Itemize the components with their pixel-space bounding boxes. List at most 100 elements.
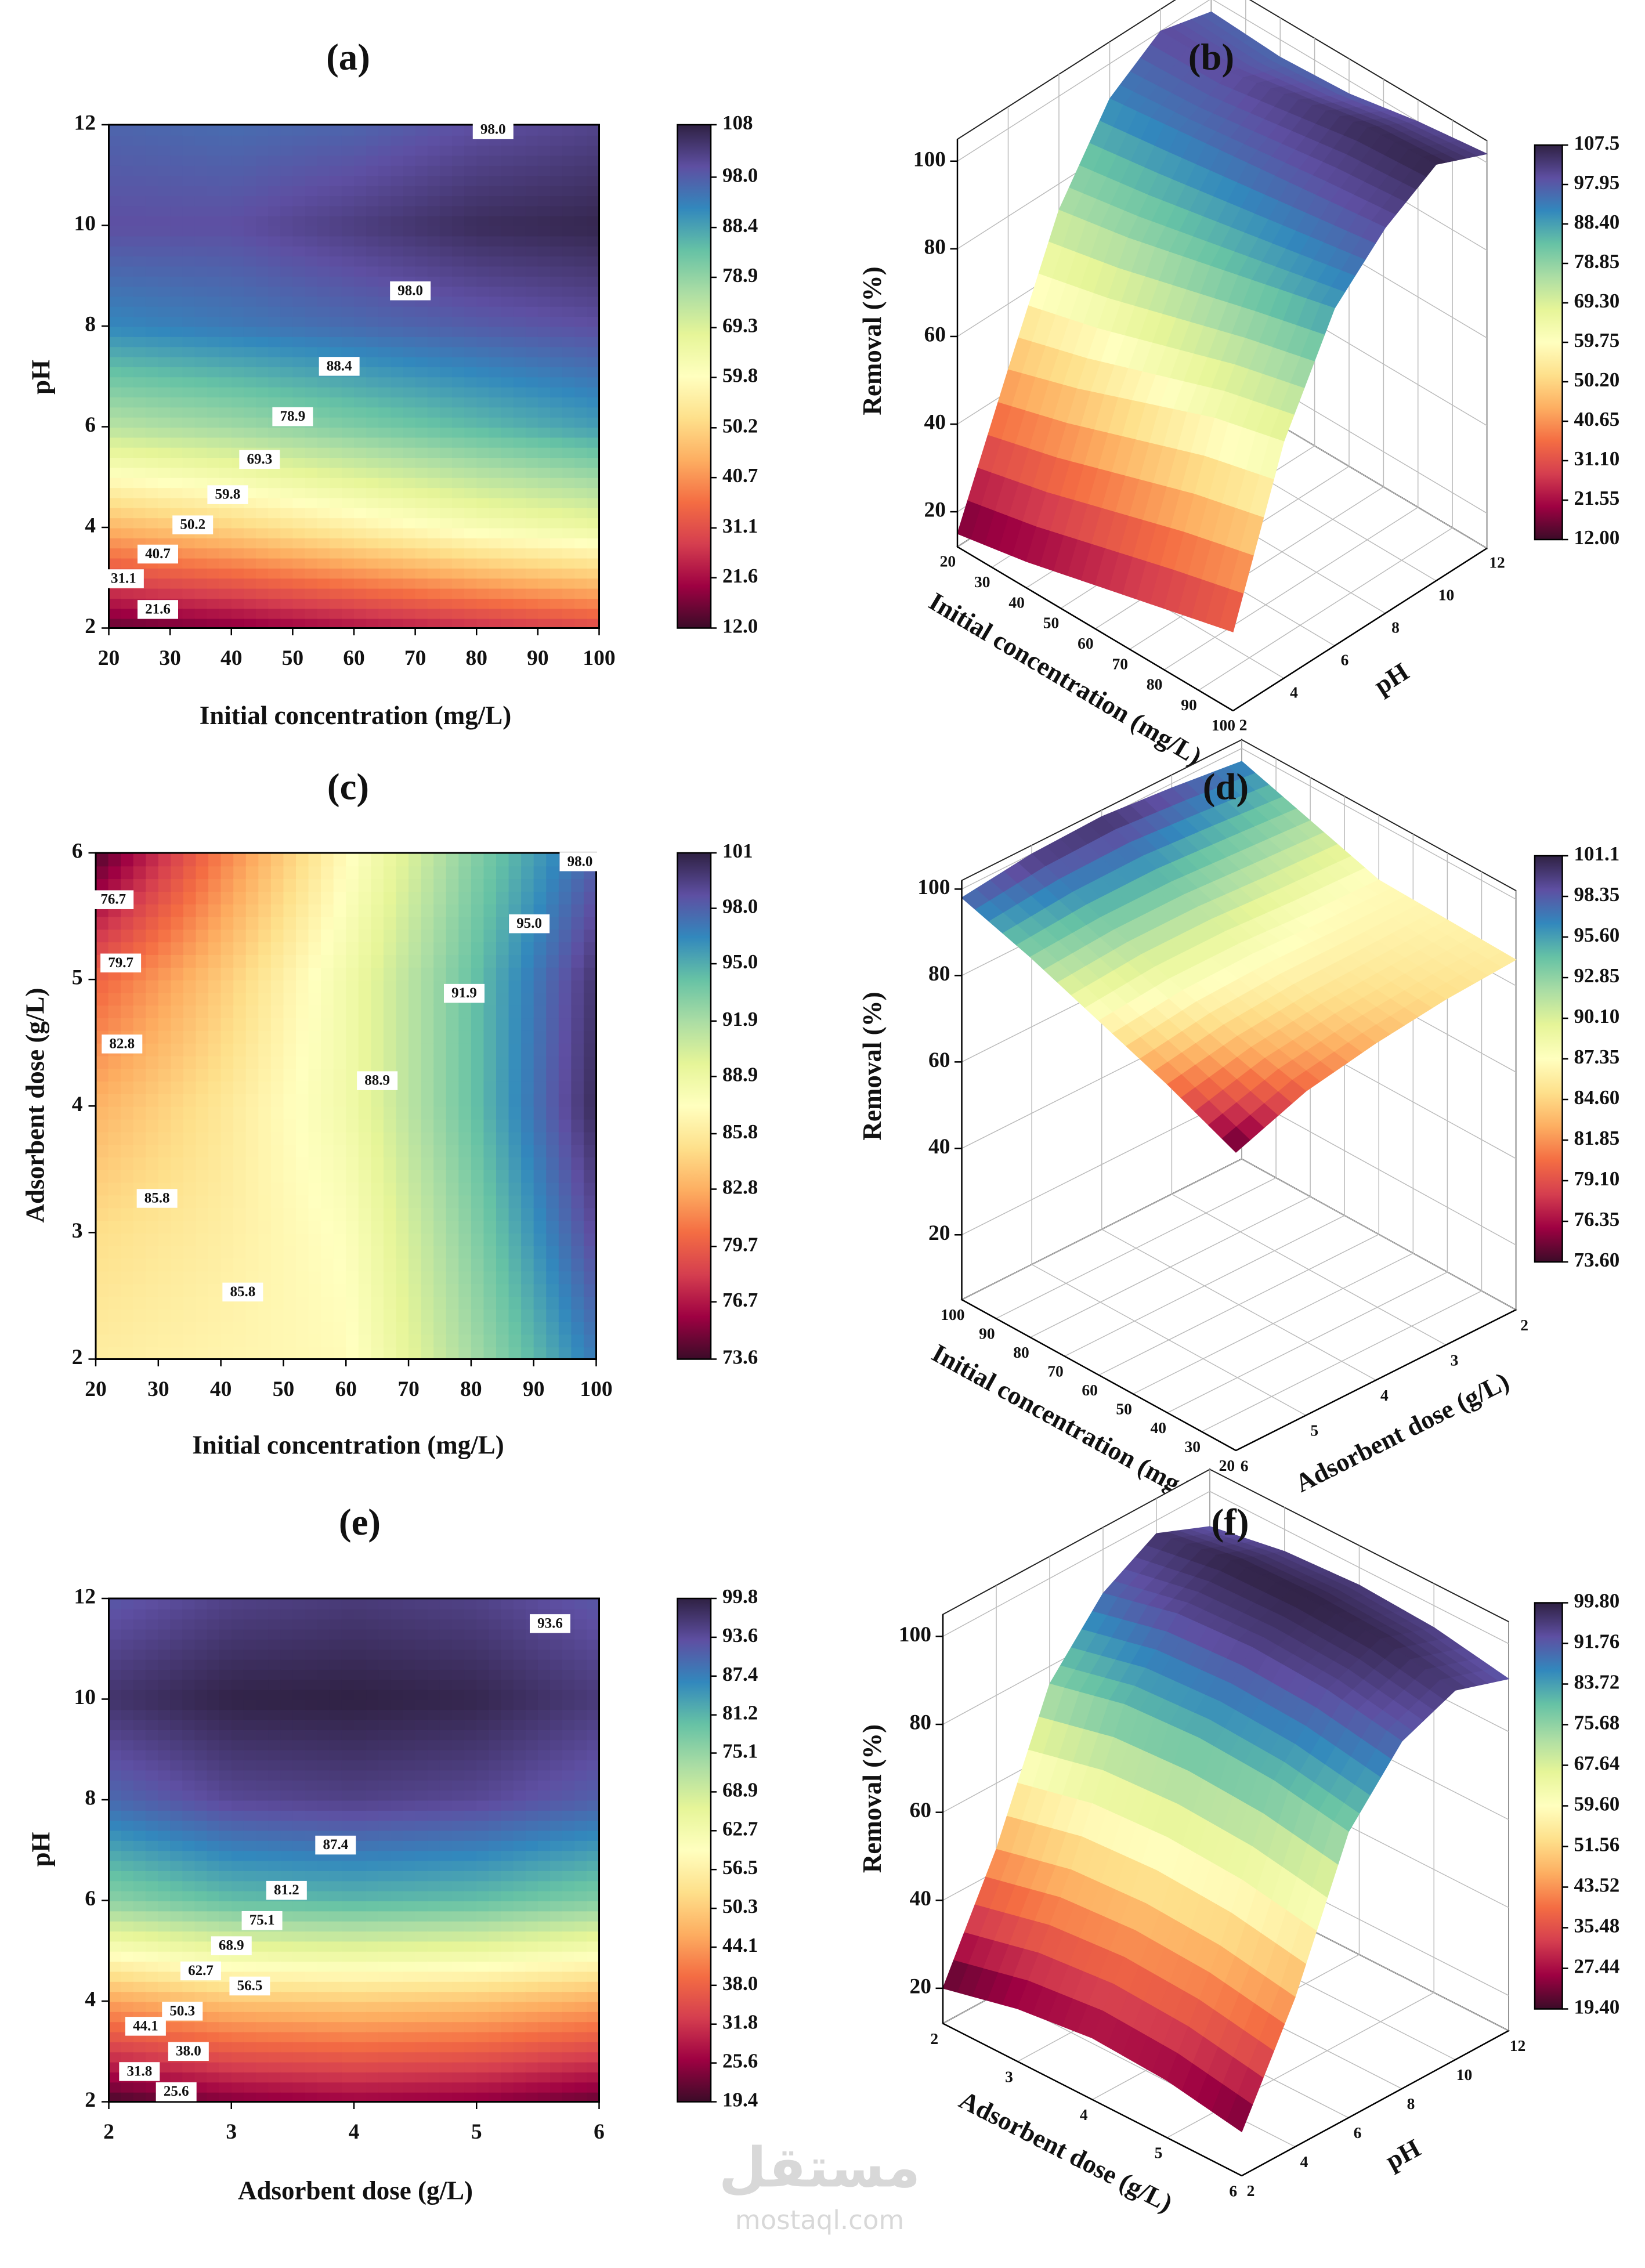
y-tick-label: 6 <box>72 840 83 863</box>
heat-cell <box>471 1207 485 1221</box>
heat-cell <box>496 992 510 1006</box>
heat-cell <box>452 527 465 538</box>
heat-cell <box>333 853 347 867</box>
heat-cell <box>321 979 335 993</box>
heat-cell <box>146 1043 160 1057</box>
heat-cell <box>562 265 576 277</box>
heat-cell <box>508 1017 522 1031</box>
heat-cell <box>427 558 441 569</box>
heat-cell <box>171 891 185 905</box>
heat-cell <box>305 125 319 136</box>
heat-cell <box>537 326 551 337</box>
heat-cell <box>427 326 441 337</box>
heat-cell <box>403 195 417 207</box>
heat-cell <box>121 276 135 287</box>
heat-cell <box>341 285 355 297</box>
heat-cell <box>96 878 110 892</box>
heat-cell <box>245 1156 259 1170</box>
heat-cell <box>476 618 490 628</box>
heat-cell <box>245 967 259 981</box>
heat-cell <box>458 916 472 930</box>
heat-cell <box>378 366 392 378</box>
heat-cell <box>329 618 343 628</box>
heat-cell <box>245 1093 259 1107</box>
heat-cell <box>433 1194 447 1209</box>
heat-cell <box>354 195 367 207</box>
heat-cell <box>433 967 447 981</box>
heat-cell <box>317 235 331 247</box>
heat-cell <box>408 1030 422 1044</box>
heat-cell <box>308 891 322 905</box>
heat-cell <box>483 1169 497 1183</box>
heat-cell <box>550 547 563 559</box>
heat-cell <box>501 618 515 628</box>
heat-cell <box>439 366 453 378</box>
heat-cell <box>587 577 599 589</box>
heat-cell <box>170 577 183 589</box>
heat-cell <box>219 447 233 458</box>
heat-cell <box>587 336 599 348</box>
heat-cell <box>308 941 322 956</box>
heat-cell <box>133 2041 147 2053</box>
heat-cell <box>571 1296 585 1310</box>
heat-cell <box>489 235 502 247</box>
heat-cell <box>513 346 527 357</box>
heat-cell <box>396 1207 410 1221</box>
heat-cell <box>378 285 392 297</box>
heat-cell <box>146 1270 160 1285</box>
heat-cell <box>280 346 294 357</box>
heat-cell <box>158 1131 172 1145</box>
heat-cell <box>471 865 485 880</box>
heat-cell <box>133 225 147 237</box>
heat-cell <box>562 507 576 519</box>
heat-cell <box>471 1080 485 1094</box>
heat-cell <box>220 1004 234 1019</box>
heat-cell <box>396 941 410 956</box>
heat-cell <box>329 276 343 287</box>
heat-cell <box>233 967 247 981</box>
heat-cell <box>341 225 355 237</box>
heat-cell <box>207 165 220 176</box>
heat-cell <box>308 1030 322 1044</box>
heat-cell <box>358 1093 372 1107</box>
heat-cell <box>109 2081 122 2093</box>
heat-cell <box>329 336 343 348</box>
heat-cell <box>341 316 355 327</box>
heat-cell <box>145 588 159 599</box>
heat-cell <box>305 447 319 458</box>
heat-cell <box>537 185 551 196</box>
heat-cell <box>196 865 209 880</box>
heat-cell <box>194 356 208 367</box>
heat-cell <box>415 537 429 549</box>
heat-cell <box>571 1093 585 1107</box>
heat-cell <box>283 979 297 993</box>
heat-cell <box>256 276 269 287</box>
heat-cell <box>446 954 460 968</box>
heat-cell <box>396 967 410 981</box>
z-axis-label: Removal (%) <box>858 266 887 415</box>
heat-cell <box>446 1346 460 1359</box>
heat-cell <box>583 1283 596 1297</box>
heat-cell <box>550 356 563 367</box>
contour-label-box <box>319 357 360 376</box>
heat-cell <box>533 903 547 917</box>
contour-label: 98.0 <box>397 283 423 298</box>
heat-cell <box>158 588 171 599</box>
heat-cell <box>433 1346 447 1359</box>
heat-cell <box>383 891 397 905</box>
heat-cell <box>571 903 585 917</box>
heat-cell <box>458 1043 472 1057</box>
heat-cell <box>283 1055 297 1069</box>
heat-cell <box>317 195 331 207</box>
heat-cell <box>583 1333 596 1348</box>
heat-cell <box>268 477 281 489</box>
heat-cell <box>427 396 441 408</box>
heat-cell <box>146 891 160 905</box>
heat-cell <box>525 517 539 529</box>
heat-cell <box>270 865 284 880</box>
heat-cell <box>508 1156 522 1170</box>
heat-cell <box>537 306 551 317</box>
heat-cell <box>158 135 171 146</box>
heat-cell <box>245 1182 259 1196</box>
contour-label-box <box>93 890 134 909</box>
